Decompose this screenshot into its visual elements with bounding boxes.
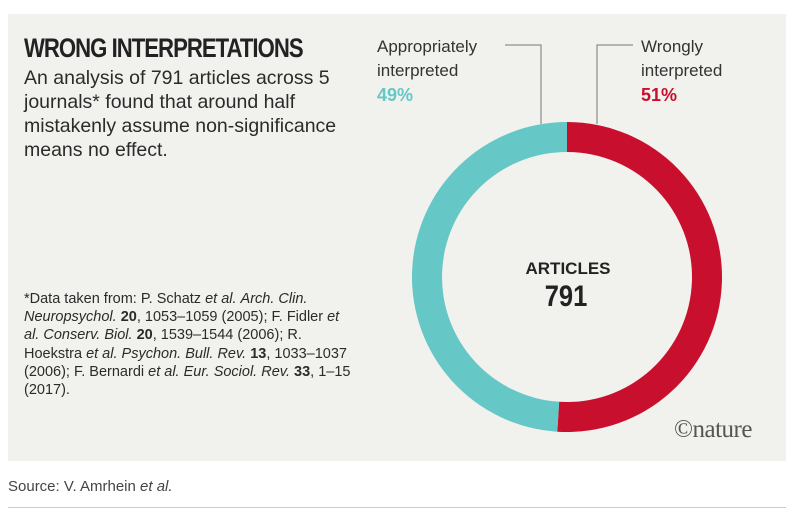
ref-journal: Arch. Clin. Neuropsychol. — [24, 291, 308, 326]
ref-etal: et al. — [86, 345, 118, 362]
ref-volume: 20 — [136, 327, 153, 344]
donut-slice-wrong — [557, 122, 722, 432]
nature-logo: ©nature — [674, 416, 752, 443]
ref-journal: Eur. Sociol. Rev. — [183, 363, 290, 380]
ref-etal: et al. — [148, 363, 180, 380]
bottom-divider — [8, 507, 786, 508]
source-etal: et al. — [140, 478, 173, 495]
ref-pages: 1539–1544 (2006) — [160, 327, 280, 344]
ref-volume: 33 — [294, 363, 311, 380]
leader-line-wrong — [596, 44, 633, 124]
donut-slice-appropriate — [411, 122, 567, 432]
ref-etal: et al. — [24, 309, 340, 344]
ref-journal: Conserv. Biol. — [43, 327, 133, 344]
ref-pages: 1053–1059 (2005) — [144, 309, 264, 326]
slice-label-wrong-line1: Wrongly — [641, 37, 704, 56]
slice-value-wrong: 51% — [641, 85, 677, 105]
ref-pages: 1033–1037 (2006) — [24, 345, 347, 380]
donut-slices — [411, 122, 722, 432]
figure-subtitle: An analysis of 791 articles across 5 jou… — [24, 67, 337, 161]
slice-label-wrong-line2: interpreted — [641, 61, 722, 80]
leader-line-appropriate — [505, 44, 542, 124]
figure-title: WRONG INTERPRETATIONS — [24, 33, 304, 63]
ref-author: R. Hoekstra — [24, 327, 302, 362]
source-caption: Source: V. Amrhein et al. — [8, 478, 173, 495]
ref-volume: 13 — [250, 345, 267, 362]
ref-etal: et al. — [205, 291, 237, 307]
source-prefix: Source: V. Amrhein — [8, 478, 141, 495]
footnote-intro: *Data taken from: P. Schatz — [24, 291, 206, 307]
ref-pages: 1–15 (2017) — [24, 363, 351, 399]
center-label: ARTICLES — [526, 259, 611, 278]
ref-author: F. Fidler — [271, 309, 328, 326]
footnote: *Data taken from: P. Schatz et al. Arch.… — [24, 291, 351, 399]
ref-volume: 20 — [120, 309, 137, 326]
slice-label-appropriate-line2: interpreted — [377, 61, 458, 80]
ref-author: F. Bernardi — [73, 363, 149, 380]
ref-journal: Psychon. Bull. Rev. — [121, 345, 247, 362]
center-value: 791 — [545, 279, 588, 312]
slice-label-appropriate-line1: Appropriately — [377, 37, 478, 56]
slice-value-appropriate: 49% — [377, 85, 413, 105]
leader-lines — [505, 44, 633, 124]
